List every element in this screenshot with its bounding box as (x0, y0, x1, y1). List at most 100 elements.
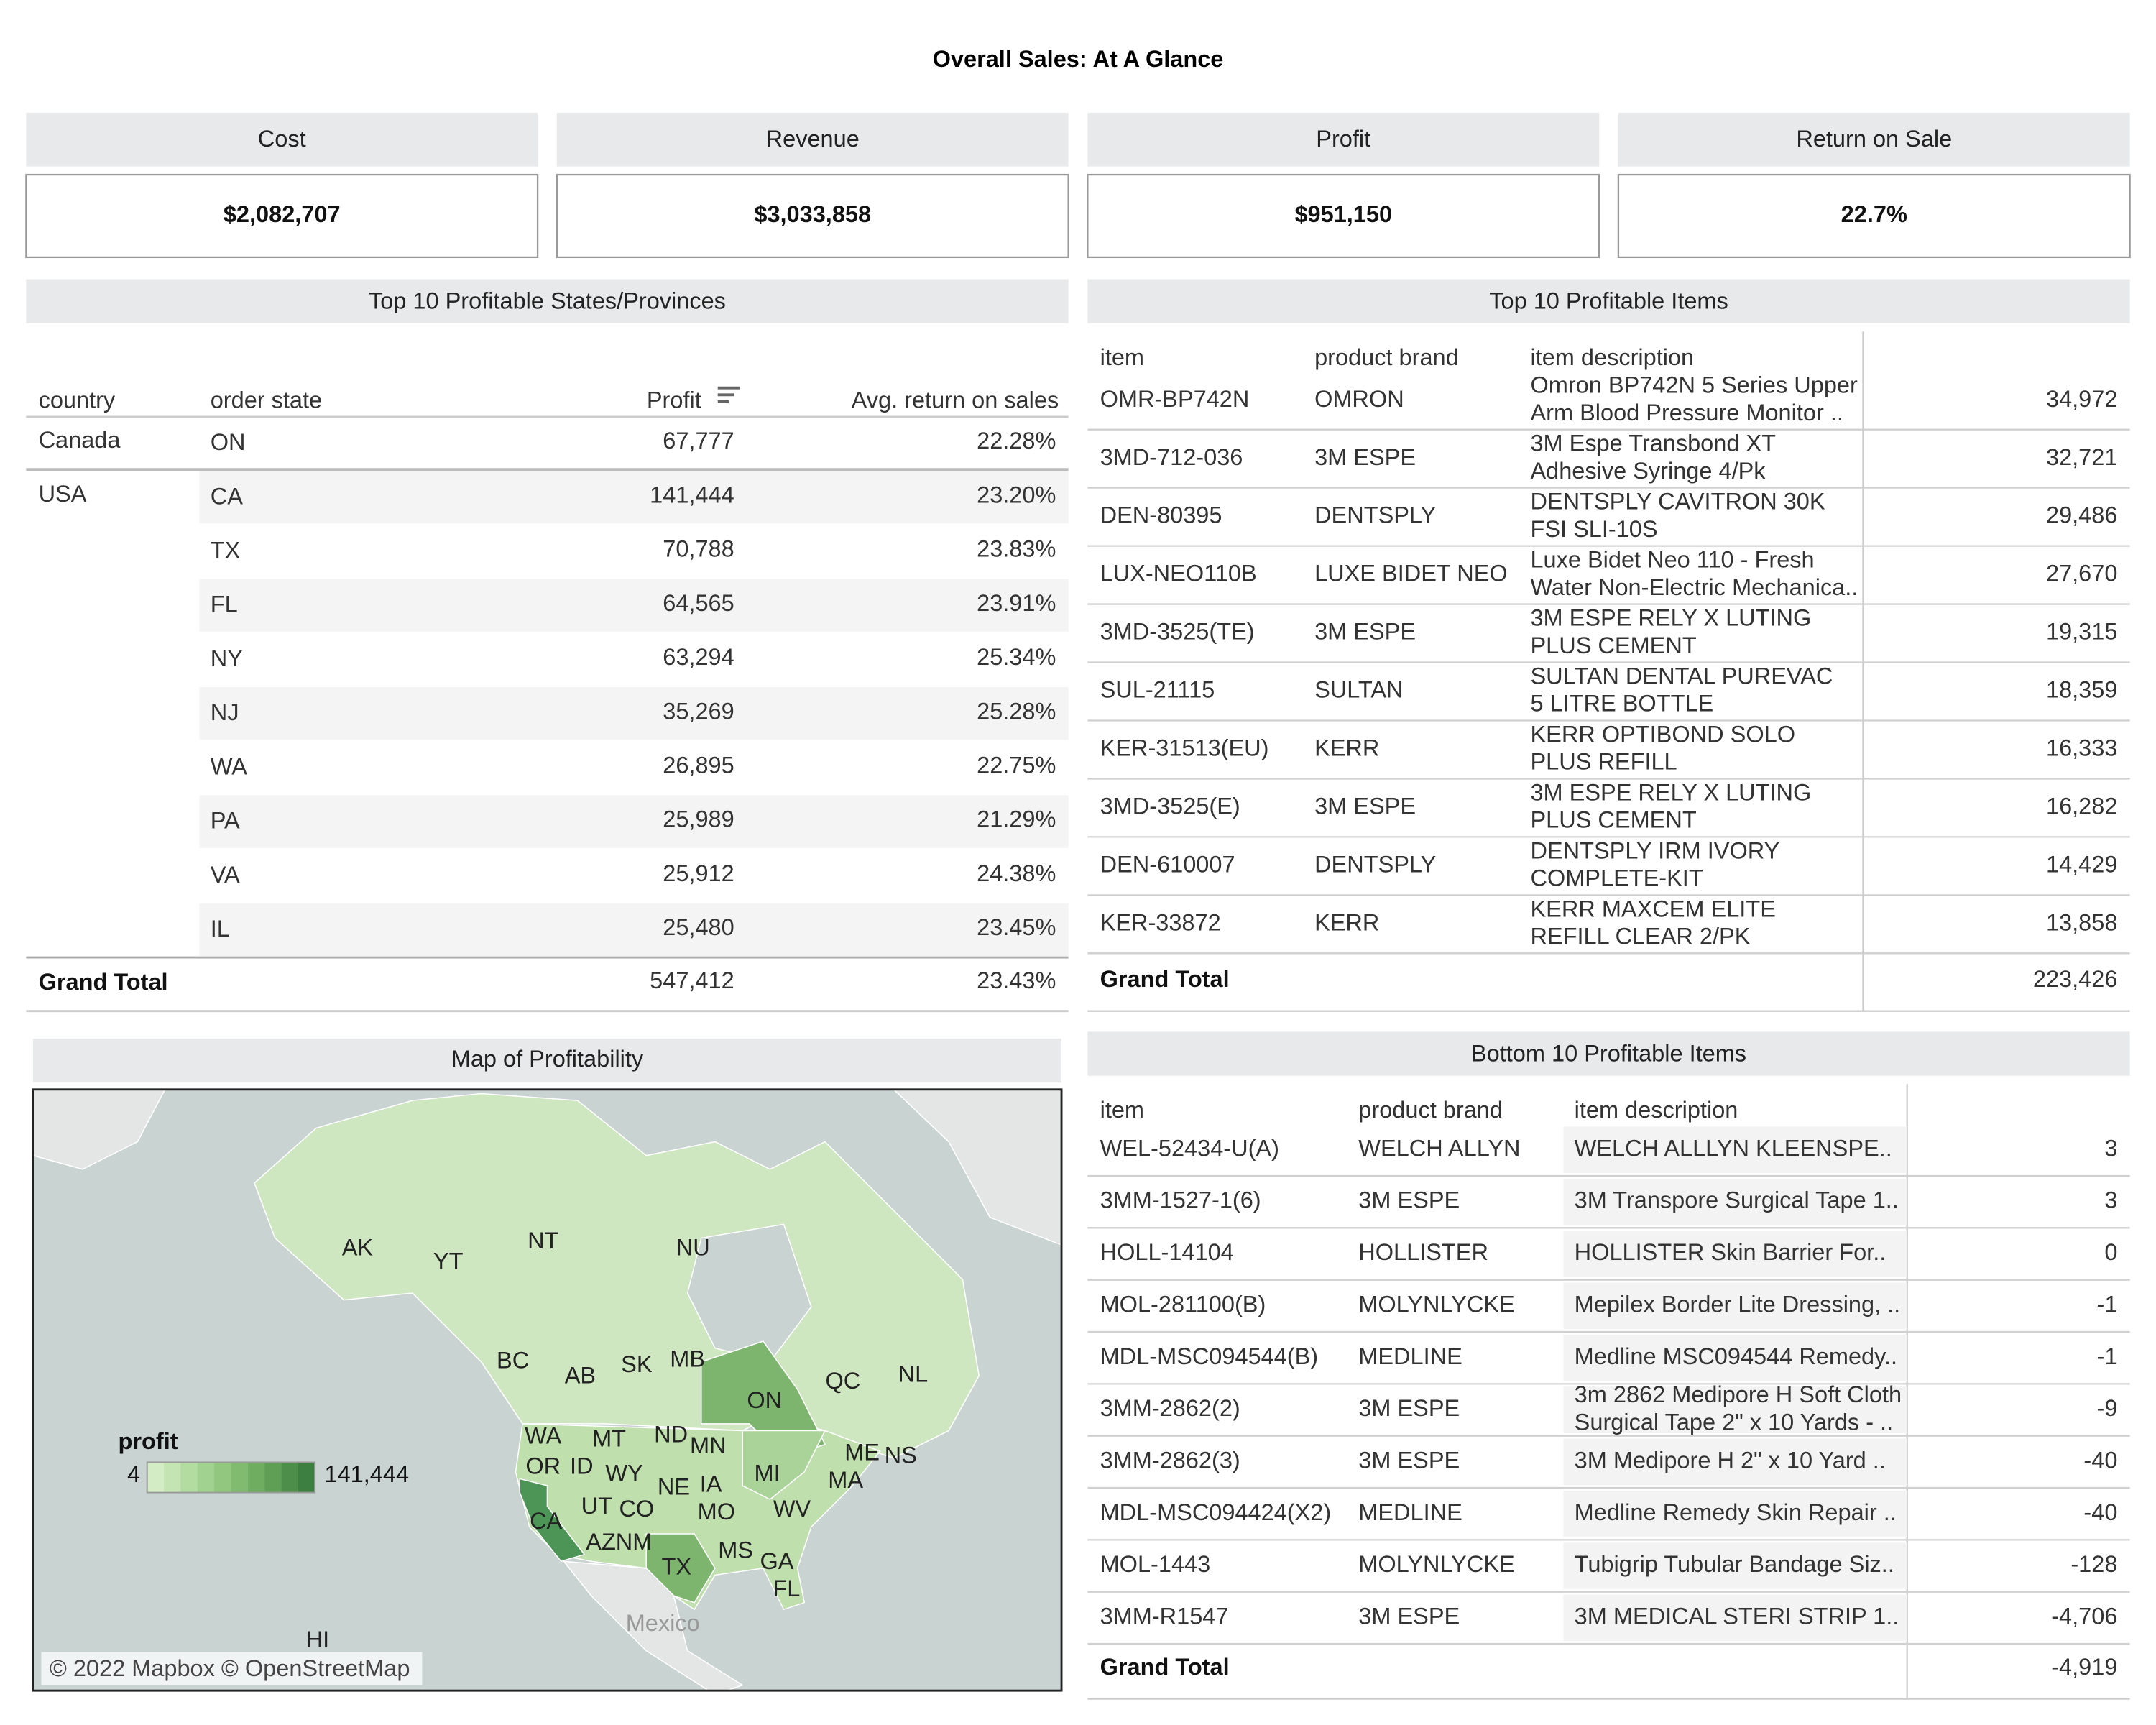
map-label: WV (773, 1496, 811, 1522)
description-cell: Medline MSC094544 Remedy.. (1575, 1343, 1897, 1369)
kpi-header (26, 112, 538, 167)
return-cell: 22.28% (977, 428, 1056, 454)
legend-frame (146, 1461, 316, 1494)
row-band (199, 686, 1069, 740)
map-label: ID (570, 1453, 594, 1479)
legend-swatch (147, 1462, 165, 1493)
column-header: order state (211, 387, 322, 413)
value-cell: 19,315 (2046, 619, 2117, 645)
cell-shade (1563, 1386, 1907, 1433)
column-header: item (1100, 1097, 1144, 1123)
brand-cell: MOLYNLYCKE (1358, 1291, 1514, 1317)
return-cell: 23.20% (977, 482, 1056, 507)
kpi-value: $2,082,707 (224, 201, 341, 227)
total-label: Grand Total (1100, 966, 1230, 992)
value-cell: -40 (2083, 1499, 2117, 1525)
brand-cell: 3M ESPE (1358, 1187, 1460, 1213)
column-header: product brand (1358, 1097, 1503, 1123)
country-cell: Canada (39, 427, 121, 453)
state-cell: NJ (211, 699, 239, 725)
cell-shade (1563, 1490, 1907, 1537)
map-label: ND (654, 1422, 688, 1448)
map-label: CO (619, 1496, 654, 1522)
cell-shade (1563, 1542, 1907, 1589)
description-cell: DENTSPLY CAVITRON 30K (1530, 489, 1825, 515)
value-cell: -40 (2083, 1447, 2117, 1473)
description-cell: WELCH ALLLYN KLEENSPE.. (1575, 1135, 1892, 1161)
state-cell: WA (211, 753, 247, 779)
map-label: NM (616, 1529, 653, 1555)
map-label: TX (662, 1553, 692, 1579)
return-cell: 23.45% (977, 914, 1056, 940)
region-ca (519, 1478, 586, 1563)
value-cell: -1 (2097, 1291, 2118, 1317)
map-label: NS (885, 1442, 917, 1468)
map-label: YT (433, 1248, 464, 1274)
state-cell: VA (211, 862, 240, 888)
profit-cell: 26,895 (663, 752, 734, 778)
profit-cell: 67,777 (663, 428, 734, 454)
item-cell: MDL-MSC094544(B) (1100, 1343, 1319, 1369)
map-label: MB (670, 1346, 705, 1371)
legend-swatch (247, 1462, 265, 1493)
return-cell: 25.28% (977, 698, 1056, 724)
description-cell: Arm Blood Pressure Monitor .. (1530, 400, 1843, 426)
legend-max: 141,444 (325, 1461, 410, 1487)
item-cell: KER-31513(EU) (1100, 735, 1269, 761)
section-title: Top 10 Profitable States/Provinces (369, 288, 726, 314)
map-label: MT (592, 1425, 626, 1451)
kpi-value: $3,033,858 (754, 201, 871, 227)
description-cell: 3M Transpore Surgical Tape 1.. (1575, 1187, 1899, 1213)
item-cell: HOLL-14104 (1100, 1239, 1234, 1265)
item-cell: 3MM-R1547 (1100, 1603, 1229, 1629)
value-cell: 34,972 (2046, 386, 2117, 412)
section-header (26, 279, 1069, 323)
total-label: Grand Total (39, 969, 168, 995)
value-cell: 3 (2104, 1135, 2117, 1161)
value-cell: 3 (2104, 1187, 2117, 1213)
kpi-value: $951,150 (1294, 201, 1392, 227)
map-label: WY (605, 1460, 642, 1486)
profit-cell: 64,565 (663, 590, 734, 616)
map-frame (32, 1088, 1063, 1692)
profit-cell: 70,788 (663, 536, 734, 562)
brand-cell: KERR (1314, 909, 1379, 935)
cell-shade (1563, 1178, 1907, 1225)
map-label: IA (700, 1471, 722, 1497)
value-cell: 14,429 (2046, 851, 2117, 877)
brand-cell: MOLYNLYCKE (1358, 1551, 1514, 1577)
description-cell: 3M ESPE RELY X LUTING (1530, 605, 1811, 631)
profit-cell: 141,444 (650, 482, 734, 507)
description-cell: COMPLETE-KIT (1530, 865, 1703, 891)
item-cell: LUX-NEO110B (1100, 561, 1257, 586)
legend-title: profit (119, 1428, 178, 1454)
description-cell: REFILL CLEAR 2/PK (1530, 924, 1750, 949)
brand-cell: OMRON (1314, 386, 1404, 412)
map-label: MS (718, 1537, 753, 1563)
kpi-label: Return on Sale (1796, 126, 1952, 152)
total-value: 223,426 (2033, 966, 2118, 992)
map-label: AZ (586, 1529, 616, 1555)
kpi-label: Profit (1316, 126, 1370, 152)
kpi-box (25, 173, 539, 259)
map-label: AB (565, 1362, 596, 1388)
profit-cell: 63,294 (663, 644, 734, 670)
map-label: WA (525, 1423, 561, 1449)
return-cell: 23.83% (977, 536, 1056, 562)
description-cell: Omron BP742N 5 Series Upper (1530, 372, 1858, 398)
item-cell: MOL-1443 (1100, 1551, 1211, 1577)
state-cell: TX (211, 538, 241, 564)
kpi-header (1087, 112, 1600, 167)
row-band (199, 795, 1069, 848)
kpi-value: 22.7% (1841, 201, 1907, 227)
value-cell: 27,670 (2046, 561, 2117, 586)
map-label: BC (497, 1347, 529, 1373)
total-label: Grand Total (1100, 1654, 1230, 1680)
description-cell: KERR OPTIBOND SOLO (1530, 721, 1795, 747)
description-cell: Luxe Bidet Neo 110 - Fresh (1530, 547, 1814, 573)
legend-swatch (214, 1462, 231, 1493)
state-cell: ON (211, 429, 246, 455)
